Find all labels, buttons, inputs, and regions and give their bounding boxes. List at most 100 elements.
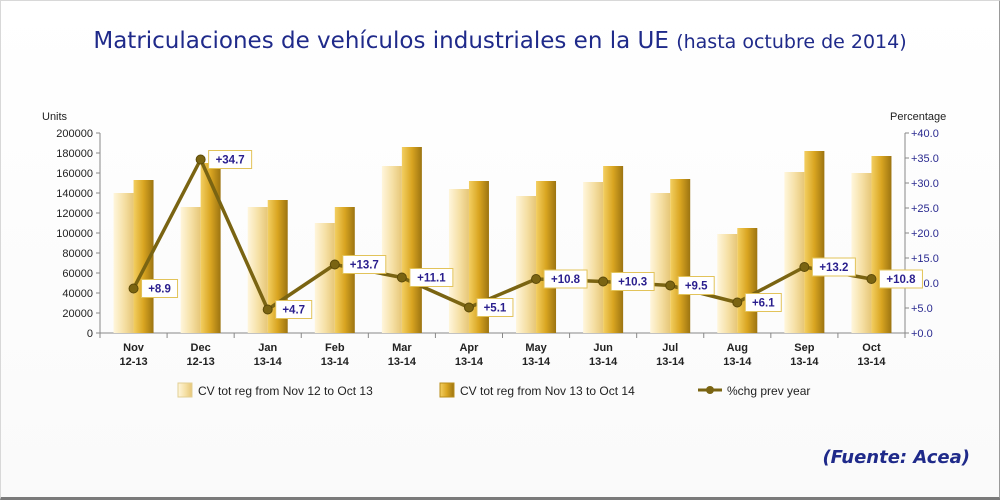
bar-series1 — [448, 189, 469, 333]
bar-series2 — [603, 166, 624, 333]
legend-swatch-series2 — [439, 382, 455, 398]
data-label-box — [610, 272, 655, 291]
x-tick-label-period: 13-14 — [522, 356, 551, 368]
x-tick-label-period: 13-14 — [388, 356, 417, 368]
y-left-tick-label: 60000 — [62, 268, 93, 280]
y-left-tick-label: 20000 — [62, 308, 93, 320]
data-label-box — [811, 257, 856, 277]
line-point — [598, 276, 609, 287]
y-right-tick-label: +25.0 — [911, 203, 939, 215]
bar-series1 — [717, 234, 738, 333]
line-point — [732, 297, 743, 308]
y-left-axis-title: Units — [42, 111, 68, 123]
bar-series2 — [468, 181, 489, 333]
y-left-tick-label: 120000 — [56, 208, 93, 220]
x-tick-label-period: 13-14 — [723, 356, 752, 368]
x-tick-label-period: 13-14 — [455, 356, 484, 368]
x-tick-label-period: 13-14 — [857, 356, 886, 368]
x-tick-label-month: Aug — [727, 342, 748, 354]
data-label-box — [141, 279, 179, 298]
bar-series1 — [851, 173, 872, 333]
line-point — [531, 274, 542, 284]
line-point — [195, 154, 206, 165]
x-tick-label-month: Nov — [123, 342, 145, 354]
data-label: +6.1 — [752, 298, 775, 310]
data-label-box — [878, 269, 923, 289]
data-label-box — [342, 255, 387, 274]
title-main: Matriculaciones de vehículos industriale… — [93, 28, 669, 54]
x-tick-label-period: 12-13 — [119, 356, 147, 368]
y-left-tick-label: 200000 — [56, 128, 93, 140]
bar-series1 — [583, 182, 604, 333]
bar-series2 — [536, 181, 557, 333]
x-tick-label-month: Apr — [459, 342, 479, 354]
data-label-box — [543, 269, 588, 289]
data-label: +9.5 — [685, 281, 708, 293]
y-left-tick-label: 100000 — [56, 228, 93, 240]
x-tick-label-month: Oct — [862, 342, 881, 354]
data-label-box — [409, 268, 454, 287]
line-point — [665, 280, 676, 291]
data-label: +10.3 — [618, 277, 647, 289]
y-left-tick-label: 80000 — [62, 248, 93, 260]
data-label: +13.7 — [350, 260, 379, 272]
chart-title: Matriculaciones de vehículos industriale… — [0, 28, 1000, 54]
data-label-box — [208, 150, 253, 169]
data-label: +13.2 — [819, 262, 848, 274]
y-right-tick-label: +30.0 — [911, 178, 939, 190]
legend-label-series2: CV tot reg from Nov 13 to Oct 14 — [460, 384, 635, 398]
line-point — [329, 259, 340, 270]
data-label-box — [677, 276, 715, 295]
y-left-tick-label: 40000 — [62, 288, 93, 300]
data-label: +34.7 — [216, 155, 245, 167]
data-label-box — [275, 300, 313, 319]
x-tick-label-month: Dec — [191, 342, 211, 354]
bar-series1 — [516, 196, 537, 333]
bar-series1 — [650, 193, 671, 333]
data-label-box — [744, 293, 782, 312]
line-point — [396, 272, 407, 283]
bar-series2 — [871, 156, 892, 333]
bar-series2 — [401, 147, 422, 333]
bar-series1 — [314, 223, 335, 333]
bar-series2 — [804, 151, 825, 333]
y-left-tick-label: 140000 — [56, 188, 93, 200]
x-tick-label-period: 13-14 — [656, 356, 685, 368]
line-point — [799, 262, 810, 272]
bar-series1 — [180, 207, 201, 333]
bar-series2 — [670, 179, 691, 333]
x-tick-label-period: 12-13 — [187, 356, 215, 368]
x-tick-label-month: Feb — [325, 342, 345, 354]
x-tick-label-month: Jul — [662, 342, 678, 354]
data-label: +8.9 — [148, 284, 171, 296]
data-label: +4.7 — [282, 305, 305, 317]
bar-series1 — [113, 193, 134, 333]
x-tick-label-month: May — [525, 342, 547, 354]
data-label: +10.8 — [886, 274, 916, 286]
x-tick-label-period: 13-14 — [589, 356, 618, 368]
line-point — [866, 274, 877, 284]
bar-series1 — [784, 172, 805, 333]
legend-label-series3: %chg prev year — [727, 384, 810, 398]
line-point — [128, 283, 139, 294]
data-label-box — [476, 298, 514, 317]
y-left-tick-label: 160000 — [56, 168, 93, 180]
x-tick-label-month: Jun — [593, 342, 613, 354]
y-left-tick-label: 0 — [87, 328, 93, 340]
source-note: (Fuente: Acea) — [822, 447, 970, 468]
x-tick-label-period: 13-14 — [321, 356, 350, 368]
line-series-pct-change — [131, 157, 872, 312]
x-tick-label-month: Mar — [392, 342, 412, 354]
y-right-tick-label: +5.0 — [911, 303, 933, 315]
x-tick-label-month: Sep — [794, 342, 814, 354]
title-subtitle: (hasta octubre de 2014) — [676, 31, 907, 53]
bar-series2 — [200, 163, 221, 333]
x-tick-label-month: Jan — [258, 342, 277, 354]
y-left-tick-label: 180000 — [56, 148, 93, 160]
y-right-axis-title: Percentage — [890, 111, 946, 123]
line-point — [262, 304, 273, 315]
y-right-tick-label: +15.0 — [911, 253, 939, 265]
y-right-tick-label: +0.0 — [911, 328, 933, 340]
